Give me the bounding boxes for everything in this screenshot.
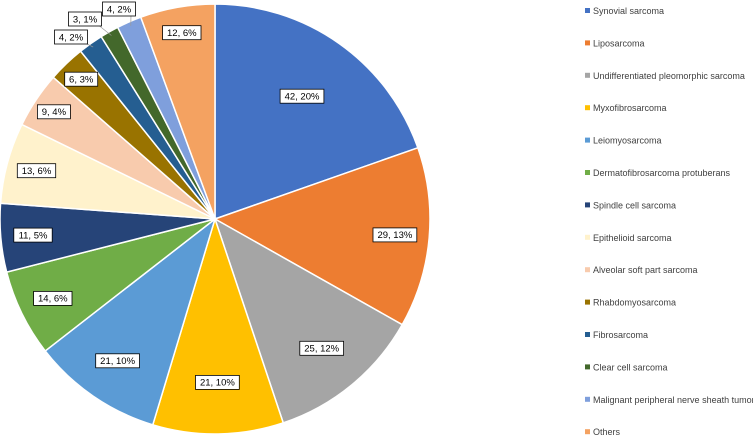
legend-item: Alveolar soft part sarcoma — [585, 265, 698, 275]
legend-swatch — [585, 332, 590, 337]
legend-label: Malignant peripheral nerve sheath tumor — [593, 395, 753, 405]
data-label-text: 9, 4% — [42, 107, 67, 118]
data-label-box — [54, 29, 88, 45]
legend-item: Leiomyosarcoma — [585, 136, 662, 146]
legend-item: Fibrosarcoma — [585, 330, 648, 340]
pie-slice — [44, 216, 217, 426]
data-label-text: 21, 10% — [100, 356, 135, 367]
data-label-text: 42, 20% — [285, 92, 320, 103]
data-label-box — [195, 374, 240, 390]
data-label: 29, 13% — [372, 227, 418, 243]
data-label-box — [372, 227, 418, 243]
data-label-text: 6, 3% — [69, 75, 94, 86]
pie-slice — [151, 216, 285, 435]
legend-item: Clear cell sarcoma — [585, 362, 668, 372]
legend-label: Leiomyosarcoma — [593, 136, 662, 146]
legend-label: Fibrosarcoma — [593, 330, 648, 340]
legend-label: Spindle cell sarcoma — [593, 200, 676, 210]
pie-slice — [139, 3, 216, 220]
legend-item: Myxofibrosarcoma — [585, 103, 667, 113]
data-label-text: 11, 5% — [19, 230, 48, 241]
data-label: 6, 3% — [64, 71, 99, 87]
legend-item: Synovial sarcoma — [585, 6, 664, 16]
legend-label: Liposarcoma — [593, 38, 645, 48]
legend-swatch — [585, 105, 590, 111]
legend-swatch — [585, 396, 590, 402]
data-label: 12, 6% — [162, 25, 202, 41]
legend-label: Epithelioid sarcoma — [593, 233, 672, 243]
data-label-box — [37, 104, 71, 120]
data-labels: 42, 20% 29, 13% 25, 12% 21, 10% 21, 10% 14, 6… — [13, 1, 418, 390]
data-label: 4, 2% — [54, 29, 88, 45]
data-label: 14, 6% — [33, 290, 73, 306]
legend-swatch — [585, 234, 590, 240]
data-label-text: 4, 2% — [59, 32, 84, 43]
legend-label: Undifferentiated pleomorphic sarcoma — [593, 71, 745, 81]
data-label-box — [102, 1, 136, 17]
data-label-box — [33, 290, 73, 306]
data-label-box — [64, 71, 99, 87]
pie-slice — [213, 146, 431, 326]
legend-label: Synovial sarcoma — [593, 6, 664, 16]
data-label-box — [13, 227, 53, 243]
data-label-text: 12, 6% — [167, 28, 197, 39]
legend-swatch — [585, 299, 590, 305]
data-label-box — [299, 340, 344, 356]
legend-item: Rhabdomyosarcoma — [585, 298, 676, 308]
data-label: 4, 2% — [102, 1, 136, 17]
legend-swatch — [585, 202, 590, 208]
legend-swatch — [585, 429, 590, 435]
data-label: 21, 10% — [195, 374, 240, 390]
data-label: 3, 1% — [68, 11, 102, 27]
legend-item: Malignant peripheral nerve sheath tumor — [585, 395, 753, 405]
legend-swatch — [585, 364, 590, 370]
legend-item: Epithelioid sarcoma — [585, 233, 672, 243]
legend-swatch — [585, 267, 590, 273]
legend-item: Liposarcoma — [585, 38, 645, 48]
legend-item: Undifferentiated pleomorphic sarcoma — [585, 71, 745, 81]
data-label-text: 25, 12% — [304, 344, 339, 355]
legend-label: Alveolar soft part sarcoma — [593, 265, 698, 275]
data-label-text: 21, 10% — [200, 378, 235, 389]
data-label: 9, 4% — [37, 104, 71, 120]
legend-label: Others — [593, 427, 621, 437]
legend-label: Clear cell sarcoma — [593, 362, 668, 372]
legend-item: Others — [585, 427, 621, 437]
data-label-text: 13, 6% — [22, 166, 52, 177]
data-label: 21, 10% — [95, 353, 140, 369]
data-label-box — [162, 25, 202, 41]
legend-swatch — [585, 170, 590, 175]
legend-label: Rhabdomyosarcoma — [593, 298, 676, 308]
data-label: 42, 20% — [279, 88, 325, 104]
legend-swatch — [585, 72, 590, 78]
legend-label: Dermatofibrosarcoma protuberans — [593, 168, 731, 178]
data-label-text: 4, 2% — [107, 4, 132, 15]
legend-swatch — [585, 8, 590, 13]
legend-item: Spindle cell sarcoma — [585, 200, 676, 210]
legend-label: Myxofibrosarcoma — [593, 103, 667, 113]
data-label-box — [68, 11, 102, 27]
data-label: 25, 12% — [299, 340, 344, 356]
legend-swatch — [585, 40, 590, 46]
pie-slice — [213, 217, 404, 424]
data-label-text: 29, 13% — [377, 230, 412, 241]
data-label-box — [279, 88, 325, 104]
legend-item: Dermatofibrosarcoma protuberans — [585, 168, 731, 178]
data-label: 13, 6% — [16, 163, 57, 179]
data-label-text: 14, 6% — [38, 294, 68, 305]
legend-swatch — [585, 137, 590, 143]
legend: Synovial sarcoma Liposarcoma Undifferentia… — [585, 6, 753, 437]
data-label-box — [16, 163, 57, 179]
data-label-box — [95, 353, 140, 369]
data-label-text: 3, 1% — [73, 14, 98, 25]
pie-slices — [0, 3, 431, 435]
data-label: 11, 5% — [13, 227, 53, 243]
